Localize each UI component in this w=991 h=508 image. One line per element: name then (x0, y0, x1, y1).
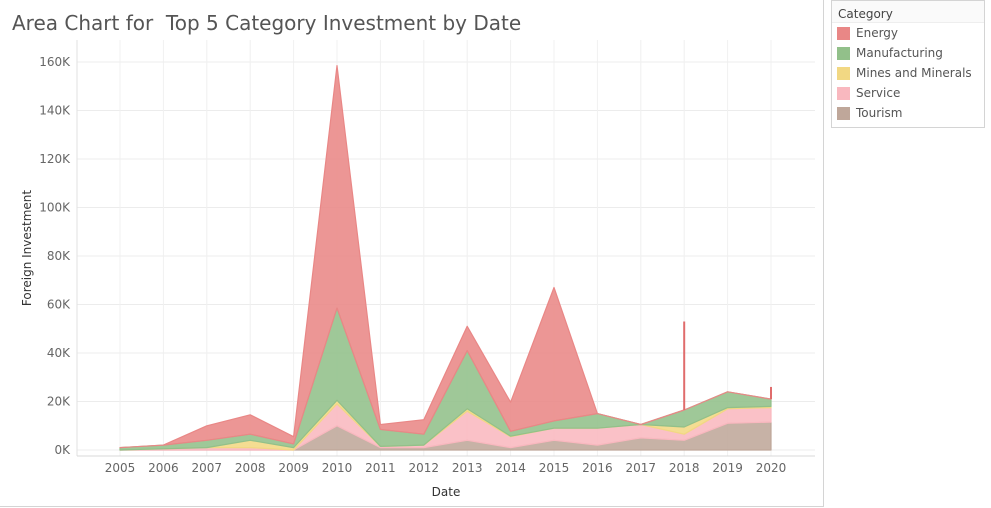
x-tick-label: 2015 (539, 461, 570, 475)
x-tick-label: 2017 (626, 461, 657, 475)
x-tick-label: 2012 (409, 461, 440, 475)
area-series[interactable] (119, 65, 772, 451)
x-tick-label: 2010 (322, 461, 353, 475)
y-tick-label: 40K (47, 346, 71, 360)
legend-swatch-manufacturing (837, 46, 850, 60)
y-axis-ticks: 0K 20K 40K 60K 80K 100K 120K 140K 160K (39, 55, 71, 457)
x-tick-label: 2019 (712, 461, 743, 475)
y-tick-label: 20K (47, 395, 71, 409)
x-tick-label: 2007 (192, 461, 223, 475)
legend-swatch-mines-and-minerals (837, 66, 850, 80)
x-tick-label: 2009 (278, 461, 309, 475)
legend-swatch-tourism (837, 106, 850, 120)
grid (76, 40, 815, 457)
x-tick-label: 2016 (582, 461, 613, 475)
x-tick-label: 2006 (148, 461, 179, 475)
x-axis-title: Date (432, 485, 461, 499)
x-tick-label: 2013 (452, 461, 483, 475)
x-tick-label: 2005 (105, 461, 136, 475)
legend-item-mines-and-minerals[interactable]: Mines and Minerals (832, 63, 984, 83)
chart-title: Area Chart for Top 5 Category Investment… (12, 11, 522, 35)
legend-swatch-service (837, 86, 850, 100)
chart-pane (0, 0, 824, 507)
x-tick-label: 2018 (669, 461, 700, 475)
y-tick-label: 140K (39, 104, 71, 118)
legend-swatch-energy (837, 26, 850, 40)
legend-item-service[interactable]: Service (832, 83, 984, 103)
legend-item-manufacturing[interactable]: Manufacturing (832, 43, 984, 63)
x-tick-label: 2008 (235, 461, 266, 475)
legend-item-tourism[interactable]: Tourism (832, 103, 984, 123)
y-tick-label: 80K (47, 249, 71, 263)
legend-title: Category (832, 1, 984, 23)
y-tick-label: 120K (39, 152, 71, 166)
x-tick-label: 2014 (495, 461, 526, 475)
y-tick-label: 100K (39, 201, 71, 215)
legend-label: Energy (856, 26, 899, 40)
legend-item-energy[interactable]: Energy (832, 23, 984, 43)
legend-label: Service (856, 86, 901, 100)
legend-label: Manufacturing (856, 46, 943, 60)
x-axis-ticks: 2005 2006 2007 2008 2009 2010 2011 2012 2013 2014… (105, 461, 787, 475)
y-tick-label: 160K (39, 55, 71, 69)
x-tick-label: 2011 (365, 461, 396, 475)
area-energy (119, 65, 772, 449)
legend-label: Tourism (856, 106, 903, 120)
x-tick-label: 2020 (756, 461, 787, 475)
legend-label: Mines and Minerals (856, 66, 972, 80)
y-tick-label: 60K (47, 298, 71, 312)
legend: Category Energy Manufacturing Mines and … (831, 0, 985, 128)
y-tick-label: 0K (54, 443, 71, 457)
y-axis-title: Foreign Investment (20, 190, 34, 307)
